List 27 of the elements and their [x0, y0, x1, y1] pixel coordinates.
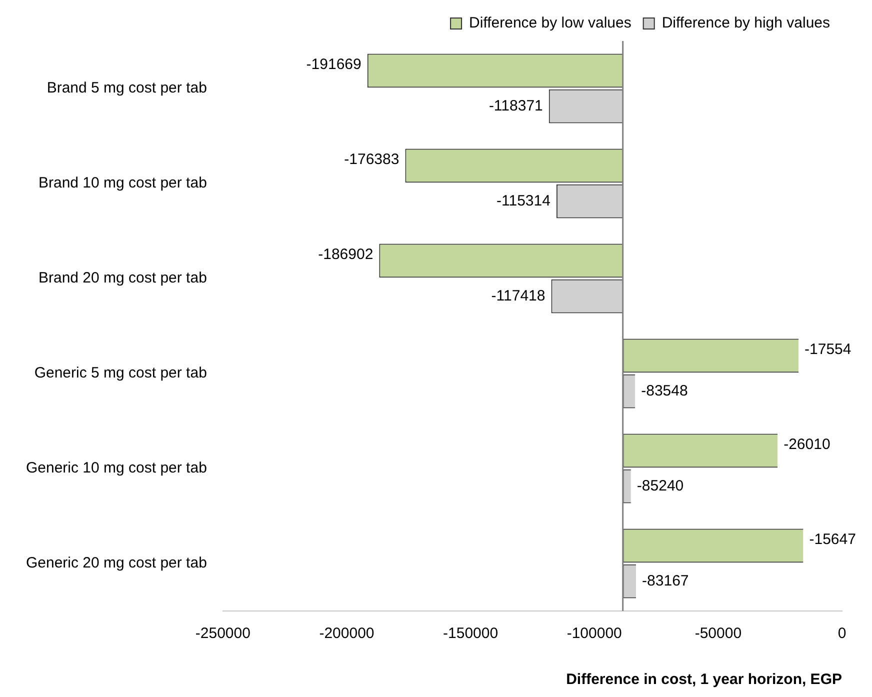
annotation: -115314: [496, 192, 550, 210]
y-tick-label: Brand 5 mg cost per tab: [46, 80, 207, 97]
x-tick-label: -150000: [443, 625, 498, 642]
x-tick-label: -50000: [694, 625, 742, 642]
annotation: -85240: [636, 477, 684, 494]
annotation: -176383: [344, 150, 400, 168]
y-tick-label: Brand 10 mg cost per tab: [38, 174, 207, 192]
y-tick-label: Brand 20 mg cost per tab: [38, 270, 207, 287]
annotation: -26010: [784, 436, 830, 453]
x-axis-title: Difference in cost, 1 year horizon, EGP: [566, 671, 842, 688]
legend-label: Difference by high values: [662, 14, 830, 32]
annotation: -83167: [642, 572, 689, 590]
annotation: -191669: [306, 56, 362, 73]
annotation: -83548: [641, 382, 688, 400]
y-tick-label: Generic 10 mg cost per tab: [26, 460, 207, 477]
annotation: -118371: [488, 97, 543, 114]
x-tick-label: -250000: [195, 625, 250, 642]
annotation: -17554: [804, 340, 852, 358]
y-tick-label: Generic 5 mg cost per tab: [34, 364, 207, 382]
annotation: -15647: [809, 530, 856, 548]
x-tick-label: 0: [838, 625, 846, 642]
annotation: -186902: [318, 246, 374, 263]
y-tick-label: Generic 20 mg cost per tab: [26, 554, 207, 572]
annotation: -117418: [491, 287, 546, 304]
x-tick-label: -200000: [319, 625, 374, 642]
legend-label: Difference by low values: [469, 14, 632, 32]
x-tick-label: -100000: [566, 625, 622, 642]
